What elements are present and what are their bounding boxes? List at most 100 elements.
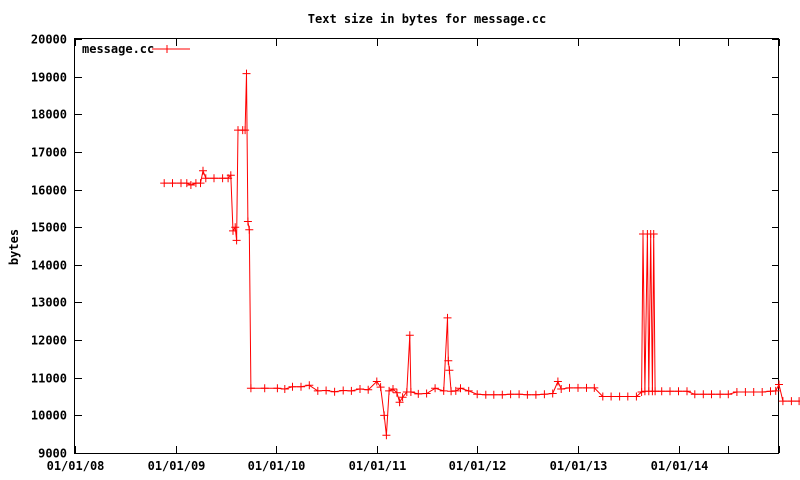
data-point: [406, 388, 415, 396]
x-tick-label: 01/01/12: [449, 459, 507, 473]
data-point: [683, 387, 691, 396]
legend-marker: [163, 45, 171, 53]
data-point: [322, 386, 331, 395]
y-tick-label: 14000: [31, 259, 67, 273]
data-point: [241, 126, 250, 135]
y-tick-label: 18000: [31, 108, 67, 122]
data-point: [210, 174, 218, 183]
data-point: [160, 179, 169, 188]
data-point: [657, 387, 666, 396]
data-point: [260, 384, 269, 393]
data-point: [795, 397, 800, 406]
data-point: [565, 383, 574, 392]
data-point: [444, 356, 453, 365]
data-point: [607, 392, 616, 401]
x-axis: 01/01/08 01/01/09 01/01/10 01/01/11 01/01/12…: [47, 39, 780, 473]
data-point: [243, 217, 252, 226]
data-point: [364, 385, 373, 394]
y-axis-label: bytes: [7, 229, 21, 265]
data-point: [385, 386, 394, 395]
chart-title: Text size in bytes for message.cc: [308, 12, 546, 26]
data-point: [623, 392, 632, 401]
series-message-cc: [160, 69, 800, 440]
data-point: [242, 69, 251, 78]
y-tick-label: 20000: [31, 33, 67, 47]
data-point: [231, 223, 240, 232]
data-point: [313, 386, 322, 395]
data-point: [196, 179, 205, 188]
data-point: [506, 390, 515, 399]
x-tick-label: 01/01/09: [148, 459, 206, 473]
data-point: [548, 389, 557, 398]
data-point: [380, 411, 389, 420]
data-point: [339, 386, 348, 395]
data-point: [246, 384, 255, 393]
data-point: [414, 389, 423, 398]
y-tick-label: 19000: [31, 71, 67, 85]
data-point: [515, 390, 524, 399]
data-point: [182, 179, 191, 188]
data-point: [297, 382, 305, 391]
legend-label: message.cc: [82, 42, 154, 56]
data-point: [787, 397, 796, 406]
data-point: [758, 388, 767, 396]
data-point: [632, 392, 641, 401]
data-point: [288, 382, 297, 391]
y-tick-label: 10000: [31, 409, 67, 423]
x-tick-label: 01/01/14: [651, 459, 709, 473]
data-point: [531, 390, 540, 399]
y-tick-label: 12000: [31, 334, 67, 348]
data-point: [232, 236, 241, 245]
y-tick-label: 9000: [38, 447, 67, 461]
data-point: [226, 171, 235, 180]
data-point: [445, 366, 454, 375]
x-tick-label: 01/01/10: [248, 459, 306, 473]
data-point: [690, 390, 699, 399]
data-point: [481, 390, 490, 399]
data-point: [389, 385, 397, 393]
y-tick-label: 15000: [31, 221, 67, 235]
data-point: [431, 384, 440, 393]
data-point: [582, 383, 591, 392]
data-point: [395, 398, 404, 407]
data-point: [392, 388, 401, 397]
data-point: [590, 383, 599, 392]
data-point: [473, 390, 482, 399]
legend: message.cc: [82, 42, 190, 56]
data-point: [775, 380, 783, 389]
y-tick-label: 16000: [31, 184, 67, 198]
data-point: [724, 390, 733, 399]
data-point: [699, 390, 708, 399]
data-point: [382, 431, 391, 440]
x-tick-label: 01/01/11: [349, 459, 407, 473]
data-point: [273, 384, 282, 393]
data-point: [649, 230, 658, 238]
data-point: [439, 386, 448, 395]
data-point: [330, 387, 339, 396]
data-point: [741, 388, 750, 396]
y-tick-label: 17000: [31, 146, 67, 160]
x-tick-label: 01/01/13: [550, 459, 608, 473]
data-point: [305, 381, 314, 390]
data-point: [356, 385, 364, 393]
data-point: [523, 390, 532, 399]
data-point: [168, 179, 177, 188]
x-tick-label: 01/01/08: [47, 459, 105, 473]
data-point: [201, 174, 210, 183]
data-point: [778, 397, 787, 406]
data-point: [557, 385, 566, 393]
data-point: [637, 388, 646, 396]
data-point: [186, 181, 195, 189]
data-point: [456, 384, 465, 393]
data-point: [498, 390, 507, 399]
data-point: [574, 383, 582, 392]
data-point: [771, 386, 780, 395]
data-point: [372, 377, 381, 386]
data-point: [674, 387, 683, 396]
data-point: [598, 392, 607, 401]
data-point: [540, 390, 549, 399]
data-point: [398, 393, 407, 402]
data-point: [443, 313, 452, 322]
data-point: [732, 388, 741, 396]
